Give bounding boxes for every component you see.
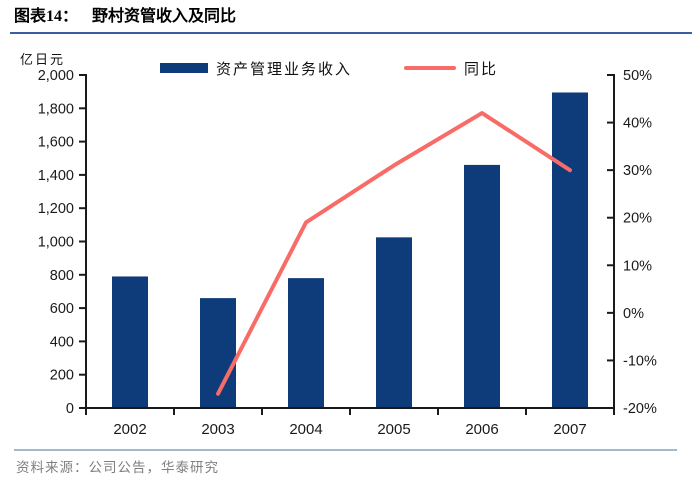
combo-chart-plot: 0 200 400 600 800 1,000 1,200 1,400 1,600 1,800 2,… xyxy=(38,68,657,438)
x-tick-label: 2002 xyxy=(113,421,146,438)
x-tick-label: 2006 xyxy=(465,421,498,438)
bar-2007 xyxy=(552,92,588,409)
x-axis-ticks: 2002 2003 2004 2005 2006 2007 xyxy=(85,408,615,438)
x-tick-label: 2005 xyxy=(377,421,410,438)
bar-2006 xyxy=(464,164,500,408)
left-tick-label: 1,200 xyxy=(38,201,74,217)
left-tick-label: 600 xyxy=(50,301,74,317)
left-tick-label: 1,600 xyxy=(38,135,74,151)
footer-divider xyxy=(14,449,677,451)
x-tick-label: 2004 xyxy=(289,421,322,438)
figure-header: 图表14： 野村资管收入及同比 xyxy=(14,6,694,28)
right-tick-label: 20% xyxy=(623,211,652,227)
left-tick-label: 1,000 xyxy=(38,235,74,251)
line-series xyxy=(216,111,572,396)
x-tick-label: 2003 xyxy=(201,421,234,438)
figure-number: 图表14： xyxy=(14,8,79,25)
left-tick-label: 2,000 xyxy=(38,68,74,84)
right-axis-ticks: -20% -10% 0% 10% 20% 30% 40% 50% xyxy=(607,68,657,417)
right-tick-label: -10% xyxy=(623,353,657,369)
line-series-swatch xyxy=(404,66,457,70)
axes xyxy=(85,74,615,409)
left-axis-unit-label: 亿日元 xyxy=(20,52,66,67)
left-tick-label: 1,400 xyxy=(38,168,74,184)
left-tick-label: 800 xyxy=(50,268,74,284)
bar-2005 xyxy=(376,237,412,408)
right-tick-label: 40% xyxy=(623,116,652,132)
page-title: 野村资管收入及同比 xyxy=(92,8,237,25)
right-tick-label: 0% xyxy=(623,306,644,322)
left-axis-ticks: 0 200 400 600 800 1,000 1,200 1,400 1,600 1,800 2,… xyxy=(38,68,86,417)
source-note: 资料来源：公司公告，华泰研究 xyxy=(16,460,219,475)
bar-2004 xyxy=(288,278,324,408)
left-tick-label: 0 xyxy=(66,401,74,417)
x-tick-label: 2007 xyxy=(553,421,586,438)
figure-title: 图表14： 野村资管收入及同比 xyxy=(14,6,694,28)
title-divider xyxy=(10,32,692,34)
left-tick-label: 200 xyxy=(50,368,74,384)
chart-area: 亿日元 资产管理业务收入 同比 0 200 400 600 800 1,000 1,200 1… xyxy=(20,52,657,438)
yoy-line xyxy=(216,111,572,396)
right-tick-label: -20% xyxy=(623,401,657,417)
right-tick-label: 50% xyxy=(623,68,652,84)
line-series-label: 同比 xyxy=(464,61,499,78)
bar-series-label: 资产管理业务收入 xyxy=(216,61,353,78)
bar-2002 xyxy=(112,276,148,408)
legend: 资产管理业务收入 同比 xyxy=(160,58,540,78)
bar-series xyxy=(112,92,588,409)
bar-series-swatch xyxy=(160,63,208,73)
left-tick-label: 1,800 xyxy=(38,101,74,117)
right-tick-label: 10% xyxy=(623,258,652,274)
left-tick-label: 400 xyxy=(50,334,74,350)
right-tick-label: 30% xyxy=(623,163,652,179)
